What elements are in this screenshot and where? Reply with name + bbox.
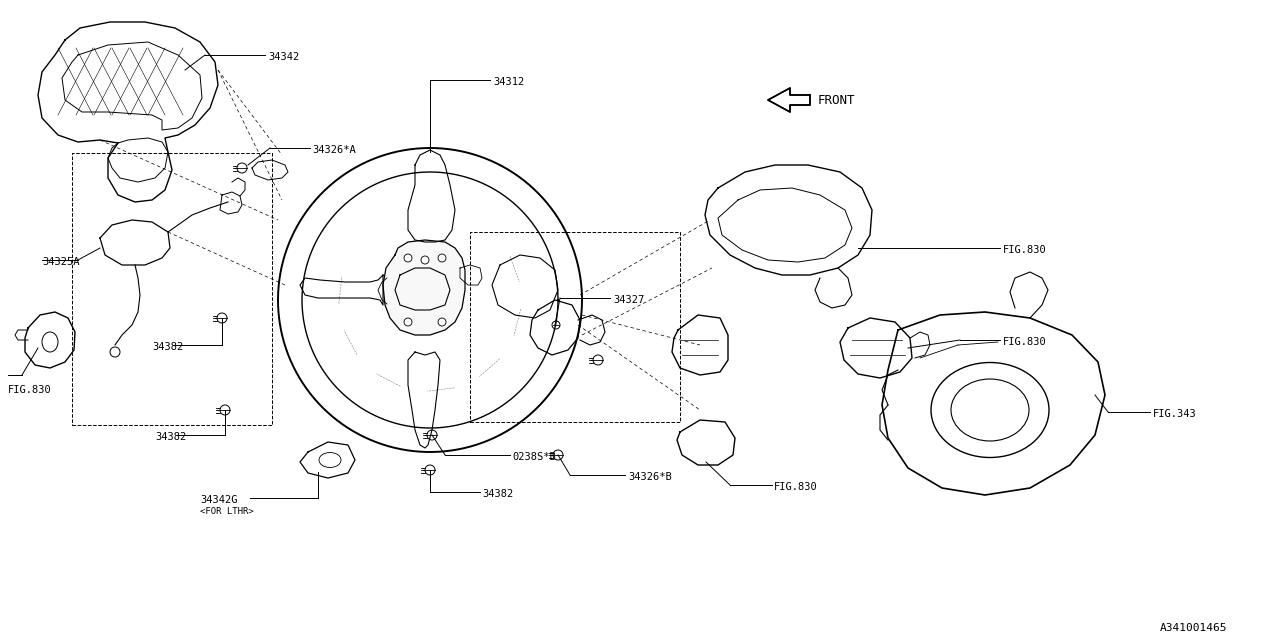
Bar [72, 153, 273, 425]
Text: FIG.343: FIG.343 [1153, 409, 1197, 419]
Text: 34382: 34382 [483, 489, 513, 499]
Text: FIG.830: FIG.830 [1004, 245, 1047, 255]
Text: 34325A: 34325A [42, 257, 79, 267]
Text: 34326*B: 34326*B [628, 472, 672, 482]
Text: FIG.830: FIG.830 [1004, 337, 1047, 347]
Text: FIG.830: FIG.830 [774, 482, 818, 492]
Text: FRONT: FRONT [818, 93, 855, 106]
Text: 34382: 34382 [155, 432, 187, 442]
Text: 34342G: 34342G [200, 495, 238, 505]
Text: FIG.830: FIG.830 [8, 385, 51, 395]
Text: 0238S*B: 0238S*B [512, 452, 556, 462]
Text: 34312: 34312 [493, 77, 525, 87]
Text: A341001465: A341001465 [1160, 623, 1228, 633]
Text: <FOR LTHR>: <FOR LTHR> [200, 508, 253, 516]
Text: 34327: 34327 [613, 295, 644, 305]
Bar [470, 232, 680, 422]
Text: 34382: 34382 [152, 342, 183, 352]
Text: 34342: 34342 [268, 52, 300, 62]
Polygon shape [768, 88, 810, 112]
Text: 34326*A: 34326*A [312, 145, 356, 155]
Polygon shape [383, 240, 465, 335]
